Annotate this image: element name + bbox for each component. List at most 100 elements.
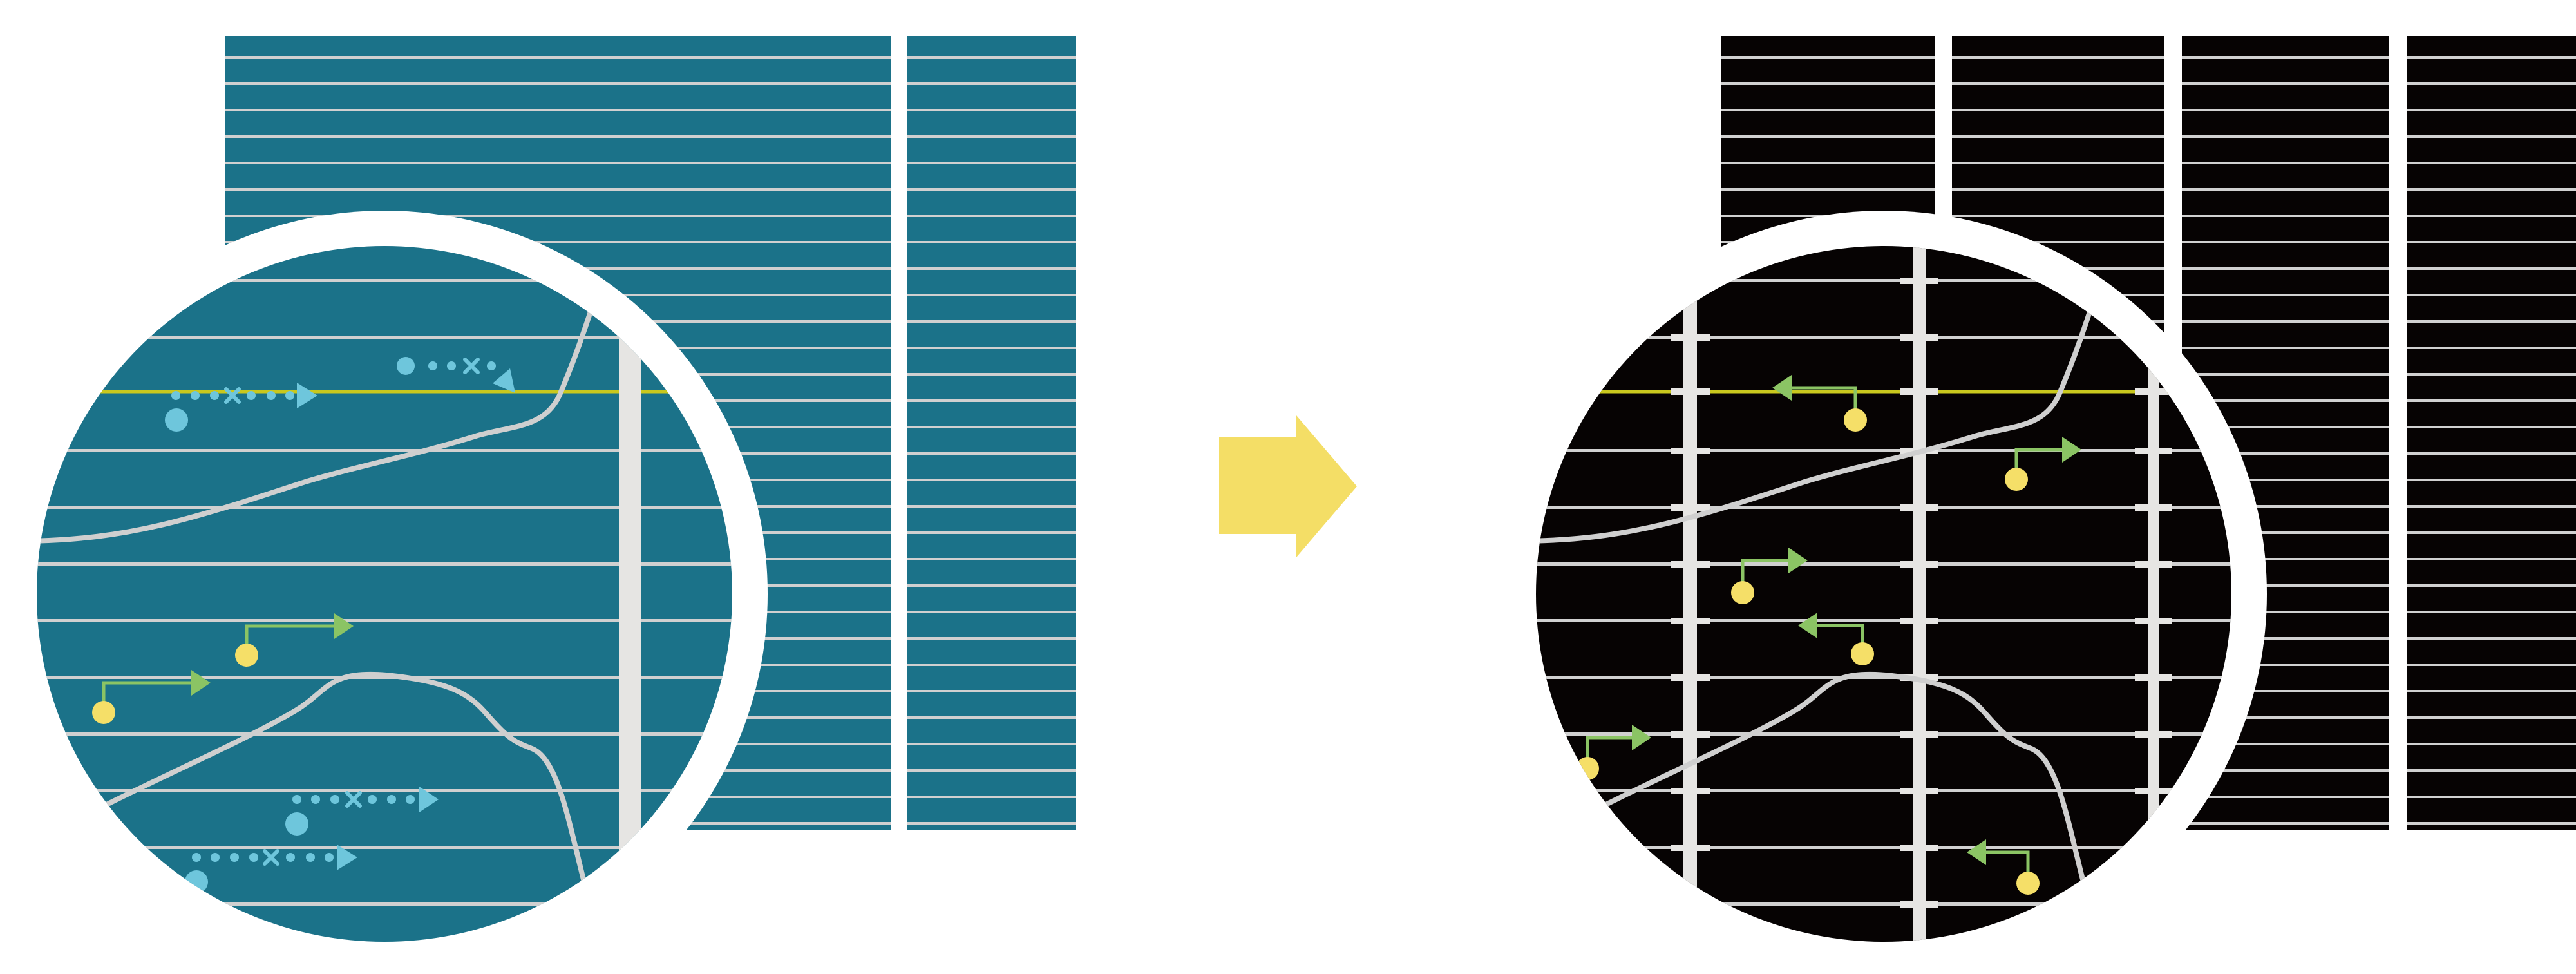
stripe-line [2407,822,2576,825]
highlight-line [37,390,732,394]
trajectory-dot [192,853,201,862]
highlight-line [1536,390,2231,394]
stripe-line [225,188,891,191]
arrow-head-icon [334,613,354,639]
stripe-line [2182,426,2389,428]
cross-icon [463,358,480,374]
stripe-line [2407,135,2576,138]
tick-mark [1671,845,1710,851]
trajectory-arrow-head-icon [337,845,357,870]
tick-mark [1900,334,1938,341]
divider-bar [1683,246,1697,942]
stripe-line [907,664,1076,666]
stripe-line [2407,373,2576,376]
stripe-line [2182,56,2389,59]
trajectory-dot [191,391,200,400]
stripe-line [2407,637,2576,640]
arrow-right-icon [1219,415,1357,557]
arrow-head-icon [191,670,211,696]
stripe-line [1952,215,2164,217]
stripe-line [907,188,1076,191]
stripe-line [2182,294,2389,296]
stripe-line [1536,279,2231,282]
stripe-line [2182,505,2389,508]
divider-bar [2148,246,2159,942]
node-dot [1731,581,1754,604]
stripe-line [2407,399,2576,402]
lens-body [1536,246,2231,942]
stripe-line [2182,796,2389,798]
stripe-line [2182,135,2389,138]
tick-mark [1900,278,1938,284]
cross-icon [263,849,279,866]
stripe-line [2182,611,2389,613]
panel-column [907,36,1076,830]
stripe-line [907,796,1076,798]
node-dot [1851,642,1874,665]
arrow-head-icon [1772,375,1792,401]
node-dot [92,701,115,724]
stripe-line [2407,690,2576,692]
tick-mark [1900,388,1938,395]
stripe-line [2407,531,2576,534]
stripe-line [2182,162,2389,164]
stripe-line [2407,56,2576,59]
stripe-line [2407,479,2576,481]
tick-mark [1671,388,1710,395]
stripe-line [2182,743,2389,745]
stripe-line [225,241,891,244]
tick-mark [1671,731,1710,738]
stripe-line [2407,452,2576,455]
tick-mark [1900,901,1938,908]
tick-mark [1900,504,1938,511]
trajectory-dot [406,795,415,804]
stripe-line [2182,373,2389,376]
stripe-line [907,215,1076,217]
stripe-line [225,215,891,217]
stripe-line [2407,716,2576,719]
stripe-line [907,373,1076,376]
stripe-line [907,320,1076,323]
stripe-line [1721,135,1935,138]
trajectory-dot [267,391,276,400]
lens-body [37,246,732,942]
trajectory-dot [311,795,320,804]
trajectory-dot [306,853,315,862]
stripe-line [1536,562,2231,566]
trajectory-dot [447,361,456,370]
arrow-head-icon [1967,839,1986,865]
divider-bar [619,283,641,863]
boundary-curve [1587,671,2091,904]
stripe-line [37,732,732,736]
stripe-line [37,336,732,339]
cross-icon [345,791,362,808]
stripe-line [2407,558,2576,560]
stripe-line [2407,320,2576,323]
stripe-line [907,690,1076,692]
stripe-line [2407,664,2576,666]
divider-bar [1913,246,1926,942]
tick-mark [1671,334,1710,341]
stripe-line [907,135,1076,138]
stripe-line [907,241,1076,244]
stripe-line [1952,109,2164,111]
stripe-line [907,479,1076,481]
trajectory-dot [285,391,294,400]
stripe-line [2407,188,2576,191]
after-magnified-lens [1501,211,2267,974]
tick-mark [1900,561,1938,568]
trajectory-dot [325,853,334,862]
stripe-line [2407,505,2576,508]
stripe-line [2407,109,2576,111]
stripe-line [2182,267,2389,270]
stripe-line [907,505,1076,508]
stripe-line [37,562,732,566]
stripe-line [225,162,891,164]
stripe-line [37,619,732,622]
trajectory-dot [211,853,220,862]
stripe-line [2182,531,2389,534]
stripe-line [2182,188,2389,191]
stripe-line [37,506,732,509]
stripe-line [2407,347,2576,349]
stripe-line [907,162,1076,164]
